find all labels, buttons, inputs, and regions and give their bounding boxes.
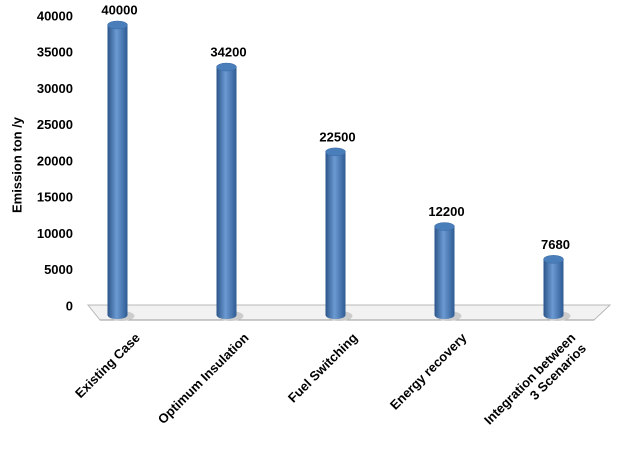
bar-bottom xyxy=(543,311,564,319)
bar-bottom xyxy=(325,311,346,319)
bar-top xyxy=(543,255,564,264)
data-label: 22500 xyxy=(319,129,355,144)
bar-body xyxy=(107,25,128,315)
bar xyxy=(434,222,462,321)
bar-body xyxy=(543,259,564,315)
bar-top xyxy=(434,222,455,231)
data-label: 12200 xyxy=(428,204,464,219)
data-label: 34200 xyxy=(210,44,246,59)
bar xyxy=(325,147,353,321)
y-tick-label: 35000 xyxy=(37,45,73,60)
y-tick-label: 15000 xyxy=(37,190,73,205)
bar-body xyxy=(325,151,346,315)
data-label: 7680 xyxy=(541,237,570,252)
bar xyxy=(543,255,571,321)
y-tick-label: 5000 xyxy=(44,262,73,277)
data-label: 40000 xyxy=(101,2,137,17)
bar-top xyxy=(107,20,128,30)
bar-top xyxy=(325,147,346,157)
y-tick-label: 25000 xyxy=(37,117,73,132)
bar-bottom xyxy=(216,311,237,319)
bar-bottom xyxy=(107,311,128,319)
y-axis-label: Emission ton /y xyxy=(9,116,24,213)
y-tick-label: 40000 xyxy=(37,8,73,23)
bar xyxy=(107,20,135,321)
bar-top xyxy=(216,62,237,72)
y-tick-label: 0 xyxy=(66,298,73,313)
bar xyxy=(216,62,244,321)
y-tick-label: 10000 xyxy=(37,226,73,241)
y-tick-label: 30000 xyxy=(37,81,73,96)
bar-bottom xyxy=(434,311,455,319)
bar-body xyxy=(434,226,455,315)
y-tick-label: 20000 xyxy=(37,153,73,168)
bar-body xyxy=(216,67,237,315)
